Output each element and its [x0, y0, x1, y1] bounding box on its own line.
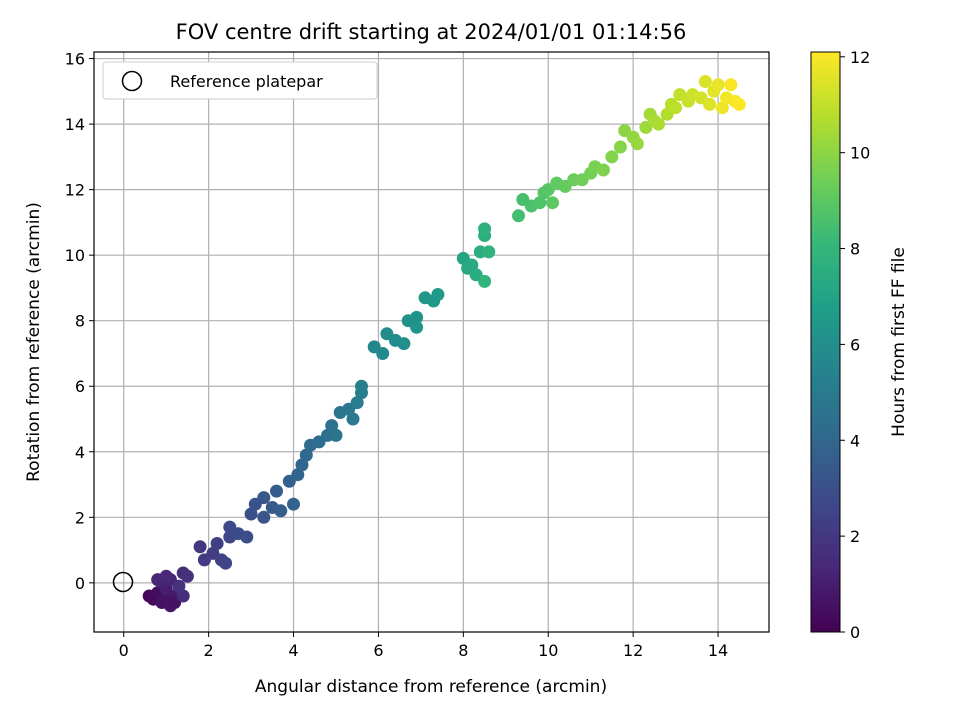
- data-point: [533, 196, 547, 210]
- data-point: [512, 209, 525, 223]
- legend: Reference platepar: [102, 61, 378, 100]
- legend-label: Reference platepar: [170, 72, 323, 91]
- data-point: [180, 569, 194, 583]
- x-tick-label: 4: [288, 641, 298, 660]
- data-point: [240, 530, 254, 544]
- data-point: [219, 556, 233, 570]
- y-tick-label: 2: [75, 508, 85, 527]
- x-tick-label: 6: [373, 641, 383, 660]
- x-axis-ticks: 0 2 4 6 8 10 12 14: [119, 632, 728, 660]
- data-point: [732, 97, 746, 111]
- data-point: [346, 412, 360, 426]
- data-point: [478, 222, 492, 236]
- data-point: [295, 458, 309, 472]
- data-point: [159, 569, 173, 583]
- x-axis-label: Angular distance from reference (arcmin): [255, 677, 607, 697]
- data-point: [355, 379, 368, 393]
- data-point: [605, 150, 619, 164]
- colorbar-tick-label: 12: [850, 48, 870, 67]
- colorbar-tick-label: 0: [850, 623, 860, 642]
- colorbar-tick-label: 6: [850, 335, 860, 354]
- data-point: [329, 428, 343, 442]
- chart-title: FOV centre drift starting at 2024/01/01 …: [176, 20, 687, 44]
- legend-marker: [121, 70, 143, 92]
- colorbar-tick-label: 2: [850, 527, 860, 546]
- data-point: [210, 537, 224, 550]
- data-point: [176, 589, 190, 603]
- colorbar-tick-label: 4: [850, 431, 860, 450]
- colorbar-gradient: [810, 51, 841, 633]
- y-tick-label: 16: [65, 50, 85, 69]
- data-point: [431, 288, 445, 301]
- data-point: [715, 101, 729, 115]
- data-point: [724, 78, 738, 92]
- data-point: [465, 258, 479, 272]
- data-point: [274, 504, 288, 518]
- data-point: [291, 468, 305, 482]
- x-tick-label: 14: [708, 641, 728, 660]
- data-point: [630, 137, 644, 151]
- data-point: [703, 97, 717, 111]
- plot-frame: [93, 51, 770, 633]
- y-tick-label: 6: [75, 377, 85, 396]
- legend-box: [102, 61, 378, 100]
- data-point: [478, 274, 492, 288]
- data-point: [546, 196, 559, 210]
- data-point: [376, 347, 390, 360]
- colorbar-ticks: 0 2 4 6 8 10 12: [840, 48, 870, 642]
- colorbar-tick-label: 8: [850, 240, 860, 259]
- data-point: [397, 337, 411, 351]
- data-point: [270, 484, 283, 498]
- x-tick-label: 2: [204, 641, 214, 660]
- data-point: [299, 448, 313, 462]
- y-tick-label: 0: [75, 574, 85, 593]
- y-tick-label: 4: [75, 443, 85, 462]
- data-point: [410, 310, 424, 324]
- data-point: [652, 117, 666, 131]
- data-point: [244, 507, 258, 521]
- x-tick-label: 10: [538, 641, 558, 660]
- data-point: [711, 78, 725, 92]
- data-point: [613, 140, 627, 154]
- y-axis-label: Rotation from reference (arcmin): [24, 202, 44, 482]
- colorbar-tick-label: 10: [850, 144, 870, 163]
- data-point: [287, 497, 300, 511]
- colorbar: 0 2 4 6 8 10 12 Hours from first FF file: [810, 48, 909, 642]
- x-tick-label: 12: [623, 641, 643, 660]
- data-point: [596, 163, 610, 177]
- y-tick-label: 8: [75, 312, 85, 331]
- y-tick-label: 10: [65, 246, 85, 265]
- grid-lines: [94, 52, 769, 632]
- data-points: [142, 75, 746, 613]
- data-point: [410, 320, 424, 334]
- colorbar-label: Hours from first FF file: [889, 247, 909, 437]
- data-point: [325, 419, 339, 433]
- y-axis-ticks: 0 2 4 6 8 10 12 14 16: [65, 50, 94, 593]
- data-point: [172, 579, 186, 593]
- data-point: [482, 245, 496, 259]
- y-tick-label: 14: [65, 115, 85, 134]
- data-point: [257, 491, 271, 505]
- data-point: [257, 510, 271, 524]
- data-point: [350, 396, 364, 410]
- x-tick-label: 0: [119, 641, 129, 660]
- data-point: [669, 101, 683, 115]
- reference-point-marker: [112, 571, 134, 593]
- y-tick-label: 12: [65, 181, 85, 200]
- data-point: [698, 75, 712, 88]
- data-point: [193, 540, 207, 554]
- x-tick-label: 8: [458, 641, 468, 660]
